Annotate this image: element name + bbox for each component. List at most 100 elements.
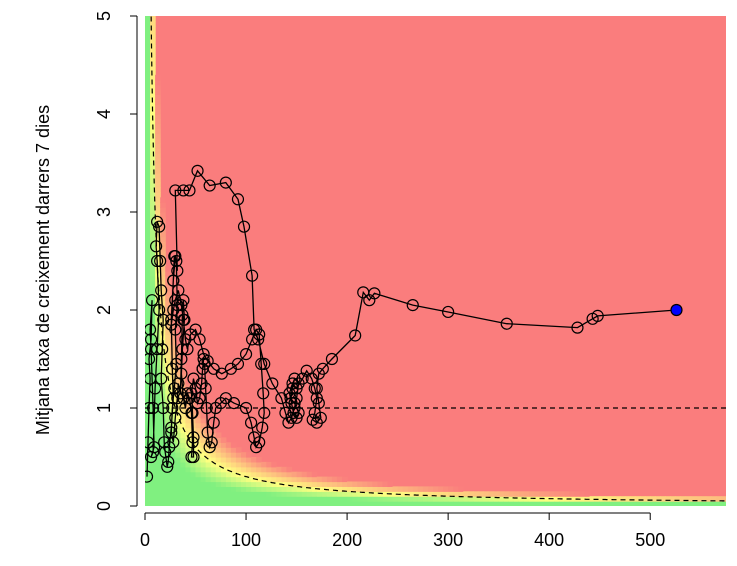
heatmap-cell [210, 432, 217, 438]
heatmap-cell [453, 491, 459, 497]
heatmap-cell [195, 408, 202, 414]
heatmap-cell [170, 452, 176, 458]
heatmap-cell [210, 486, 217, 492]
heatmap-cell [352, 481, 358, 487]
heatmap-cell [609, 501, 616, 506]
heatmap-cell [145, 261, 151, 267]
heatmap-cell [306, 481, 313, 487]
heatmap-cell [715, 496, 722, 502]
heatmap-cell [160, 496, 166, 502]
data-point [177, 313, 190, 326]
heatmap-cell [417, 486, 424, 492]
heatmap-cell [594, 501, 601, 506]
heatmap-cell [604, 496, 611, 502]
heatmap-cell [145, 216, 151, 223]
heatmap-cell [150, 363, 156, 370]
heatmap-cell [301, 476, 308, 483]
heatmap-cell [230, 481, 237, 487]
heatmap-cell [286, 486, 293, 492]
heatmap-cell [235, 481, 242, 487]
heatmap-cell [145, 241, 151, 247]
heatmap-cell [225, 501, 232, 506]
data-point [145, 333, 158, 346]
heatmap-cell [432, 491, 439, 497]
heatmap-cell [150, 305, 156, 311]
heatmap-cell [160, 300, 166, 306]
heatmap-cell [160, 447, 166, 453]
heatmap-cell [145, 84, 151, 91]
heatmap-cell [155, 89, 161, 95]
heatmap-cell [331, 476, 338, 483]
heatmap-cell [145, 172, 151, 179]
heatmap-cell [256, 496, 262, 502]
data-point [183, 184, 196, 197]
heatmap-cell [200, 417, 207, 424]
data-point [349, 329, 362, 342]
heatmap-cell [205, 501, 212, 506]
data-point [442, 305, 455, 319]
heatmap-cell [145, 368, 151, 375]
heatmap-cell [155, 461, 161, 468]
heatmap-cell [145, 25, 151, 32]
heatmap-cell [387, 496, 394, 502]
heatmap-cell [185, 417, 192, 424]
heatmap-cell [165, 466, 171, 473]
y-tick-label: 5 [94, 11, 114, 21]
heatmap-cell [145, 60, 151, 66]
heatmap-cell [660, 501, 666, 506]
heatmap-cell [261, 496, 267, 502]
heatmap-cell [155, 163, 161, 169]
heatmap-cell [695, 501, 702, 506]
heatmap-cell [316, 501, 323, 506]
heatmap-cell [155, 256, 161, 262]
heatmap-cell [150, 334, 156, 340]
heatmap-cell [175, 471, 181, 478]
heatmap-cell [235, 491, 242, 497]
heatmap-cell [155, 167, 161, 174]
heatmap-cell [554, 491, 560, 497]
heatmap-cell [150, 60, 156, 66]
heatmap-cell [160, 442, 166, 448]
heatmap-cell [180, 466, 187, 473]
heatmap-cell [331, 501, 338, 506]
heatmap-cell [215, 486, 222, 492]
heatmap-cell [473, 491, 480, 497]
heatmap-cell [301, 491, 308, 497]
heatmap-cell [150, 158, 156, 164]
heatmap-cell [180, 491, 187, 497]
heatmap-cell [150, 501, 156, 506]
heatmap-cell [362, 481, 368, 487]
heatmap-cell [150, 197, 156, 203]
heatmap-cell [357, 486, 363, 492]
heatmap-cell [200, 466, 207, 473]
heatmap-cell [564, 501, 570, 506]
heatmap-cell [155, 212, 161, 218]
heatmap-cell [150, 231, 156, 238]
heatmap-cell [155, 79, 161, 86]
heatmap-cell [205, 476, 212, 483]
heatmap-cell [579, 491, 586, 497]
heatmap-cell [160, 261, 166, 267]
heatmap-cell [210, 461, 217, 468]
heatmap-cell [180, 412, 187, 419]
heatmap-cell [559, 491, 565, 497]
heatmap-cell [240, 486, 247, 492]
heatmap-cell [180, 403, 187, 409]
heatmap-cell [155, 310, 161, 316]
heatmap-cell [175, 491, 181, 497]
heatmap-cell [190, 461, 197, 468]
data-point [171, 264, 184, 277]
heatmap-cell [230, 466, 237, 473]
heatmap-cell [205, 481, 212, 487]
heatmap-cell [705, 501, 712, 506]
heatmap-cell [665, 496, 672, 502]
heatmap-cell [321, 491, 328, 497]
heatmap-cell [266, 501, 272, 506]
heatmap-cell [246, 501, 252, 506]
heatmap-cell [150, 20, 156, 27]
data-point [201, 354, 214, 368]
heatmap-cell [235, 476, 242, 483]
heatmap-cell [347, 491, 353, 497]
heatmap-cell [175, 432, 181, 438]
heatmap-cell [705, 496, 712, 502]
